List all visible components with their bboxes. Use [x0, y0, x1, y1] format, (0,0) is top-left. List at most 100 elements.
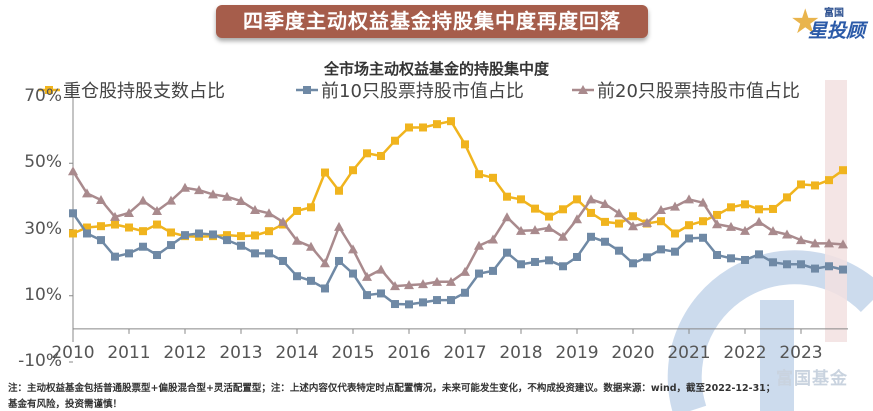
data-point	[769, 258, 777, 267]
data-point	[334, 221, 344, 231]
data-point	[699, 217, 707, 226]
star-icon: ★	[790, 2, 821, 42]
legend-triangle-marker-icon	[572, 85, 594, 94]
data-point	[755, 250, 763, 259]
data-point	[629, 259, 637, 268]
data-point	[601, 237, 609, 246]
data-point	[349, 166, 357, 175]
data-point	[629, 212, 637, 221]
data-point	[447, 117, 455, 126]
legend-label: 重仓股持股支数占比	[63, 81, 225, 102]
y-tick-label: 10%	[24, 284, 62, 305]
data-point	[502, 212, 512, 222]
data-point	[405, 123, 413, 132]
data-point	[755, 205, 763, 214]
data-point	[82, 188, 92, 198]
data-point	[321, 284, 329, 293]
data-point	[292, 235, 302, 245]
data-point	[671, 229, 679, 238]
data-point	[461, 140, 469, 149]
data-point	[657, 217, 665, 226]
data-point	[615, 246, 623, 255]
data-point	[152, 205, 162, 215]
data-point	[83, 229, 91, 238]
data-point	[293, 272, 301, 281]
data-point	[153, 220, 161, 229]
data-point	[307, 203, 315, 212]
data-point	[194, 185, 204, 195]
legend-square-marker-icon	[38, 86, 60, 94]
data-point	[811, 181, 819, 190]
data-point	[544, 222, 554, 232]
data-point	[181, 231, 189, 240]
brand-logo: ★ 富国 星投顾	[790, 2, 870, 42]
data-point	[349, 269, 357, 278]
data-point	[391, 300, 399, 309]
data-point	[391, 136, 399, 145]
data-point	[405, 300, 413, 309]
data-point	[475, 170, 483, 179]
data-point	[558, 231, 568, 241]
data-point	[419, 298, 427, 307]
data-point	[208, 189, 218, 199]
data-point	[685, 221, 693, 230]
data-point	[236, 196, 246, 206]
x-tick-label: 2011	[107, 343, 151, 363]
data-point	[713, 251, 721, 260]
legend-label: 前20只股票持股市值占比	[597, 81, 800, 102]
data-point	[306, 241, 316, 251]
data-point	[573, 252, 581, 261]
x-tick-label: 2012	[163, 343, 207, 363]
data-point	[419, 123, 427, 132]
data-point	[601, 217, 609, 226]
data-point	[727, 254, 735, 263]
data-point	[278, 216, 288, 226]
data-point	[698, 197, 708, 207]
data-point	[363, 149, 371, 158]
legend-series-1: 重仓股持股支数占比	[38, 77, 225, 103]
data-point	[474, 240, 484, 250]
data-point	[335, 186, 343, 195]
watermark-text: 富国基金	[776, 369, 848, 389]
data-point	[96, 195, 106, 205]
data-point	[195, 229, 203, 238]
data-point	[741, 200, 749, 209]
data-point	[110, 211, 120, 221]
data-point	[461, 288, 469, 297]
data-point	[642, 217, 652, 227]
data-point	[489, 173, 497, 182]
data-point	[656, 204, 666, 214]
legend-square-marker-icon	[296, 86, 318, 94]
data-point	[768, 226, 778, 236]
data-point	[223, 236, 231, 245]
data-point	[797, 260, 805, 269]
x-tick-label: 2018	[499, 343, 543, 363]
data-point	[264, 208, 274, 218]
data-point	[699, 233, 707, 242]
data-point	[139, 242, 147, 251]
data-point	[811, 264, 819, 273]
data-point	[754, 216, 764, 226]
data-point	[124, 207, 134, 217]
data-point	[404, 280, 414, 290]
data-point	[517, 195, 525, 204]
data-point	[237, 241, 245, 250]
data-point	[68, 166, 78, 176]
data-point	[517, 260, 525, 269]
data-point	[320, 258, 330, 268]
footnote-line-1: 注：主动权益基金包括普通股票型+偏股混合型+灵活配置型；注：上述内容仅代表特定时…	[8, 383, 776, 394]
data-point	[69, 209, 77, 218]
data-point	[376, 264, 386, 274]
data-point	[545, 212, 553, 221]
data-point	[587, 232, 595, 241]
data-point	[475, 269, 483, 278]
data-point	[125, 223, 133, 232]
data-point	[782, 229, 792, 239]
data-point	[503, 248, 511, 257]
data-point	[643, 253, 651, 262]
data-point	[307, 276, 315, 285]
data-point	[628, 221, 638, 231]
chart-title: 全市场主动权益基金的持股集中度	[323, 60, 549, 78]
data-point	[69, 229, 77, 238]
